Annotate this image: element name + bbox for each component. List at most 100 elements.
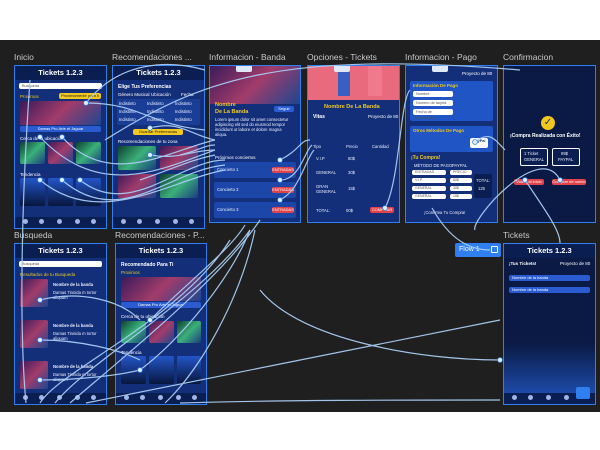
search-icon[interactable] [39,395,44,400]
trend-image[interactable] [20,178,45,206]
card-image[interactable] [20,142,45,164]
grid-icon[interactable] [576,387,590,399]
prototype-canvas[interactable]: Inicio Recomendaciones ... Informacion -… [0,40,600,412]
frame-title-recomendaciones-p[interactable]: Recomendaciones - P... [115,230,205,240]
frame-opciones[interactable]: ↶ Nombre De La Banda Vitas Proyecto de 8… [307,65,400,223]
ticket-icon[interactable] [155,219,160,224]
entradas-button[interactable]: ENTRADAS [272,187,294,193]
name-field[interactable]: Nombre [413,91,453,97]
card-image[interactable] [160,146,198,170]
trend-image[interactable] [76,178,101,206]
frame-title-banda[interactable]: Informacion - Banda [209,52,286,62]
frame-inicio[interactable]: Tickets 1.2.3 Busqueda Proximos Proximam… [14,65,107,229]
home-icon[interactable] [23,219,28,224]
ticket-item[interactable]: Nombre de la banda [509,275,590,281]
card-image[interactable] [76,142,101,164]
option[interactable]: Indistinto [175,109,192,114]
search-icon[interactable] [39,219,44,224]
option[interactable]: Indistinto [147,109,164,114]
frame-recomendaciones[interactable]: Tickets 1.2.3 Elige Tus Preferencias Gén… [112,65,205,229]
entradas-button[interactable]: ENTRADAS [272,167,294,173]
back-arrow-icon[interactable]: ↶ [236,66,252,72]
frame-confirmacion[interactable]: ✓ ¡Compra Realizada con Éxito! 1 Ticket … [503,65,596,223]
result-name[interactable]: Nombre de la banda [53,282,94,287]
trend-image[interactable] [48,178,73,206]
frame-title-inicio[interactable]: Inicio [14,52,34,62]
result-name[interactable]: Nombre de la banda [53,364,94,369]
follow-button[interactable]: Seguir [274,106,294,112]
frame-pago[interactable]: ↶ Proyecto de 80 Información De Pago Nom… [405,65,498,223]
option[interactable]: Indistinto [175,117,192,122]
card-image[interactable] [118,174,156,198]
buy-again-button[interactable]: Comprar de nuevo [552,179,586,185]
trend-image[interactable] [149,356,174,384]
frame-busqueda[interactable]: Tickets 1.2.3 Busqueda Resultados de tu … [14,243,107,405]
user-icon[interactable] [91,219,96,224]
search-input[interactable]: Busqueda [19,83,102,89]
payment-methods[interactable]: Otros Métodos De Pago PayPal [410,126,493,152]
option[interactable]: Indistinto [119,117,136,122]
trend-image[interactable] [177,356,201,384]
frame-title-opciones[interactable]: Opciones - Tickets [307,52,377,62]
result-image[interactable] [20,320,48,348]
back-arrow-icon[interactable]: ↶ [432,66,448,72]
result-name[interactable]: Nombre de la banda [53,323,94,328]
concert-row[interactable]: Concierto 3 ENTRADAS [214,202,296,218]
option[interactable]: Indistinto [147,101,164,106]
ticket-icon[interactable] [158,395,163,400]
home-button[interactable]: Volver al inicio [514,179,544,185]
tab-fecha[interactable]: Fecha [181,92,194,97]
star-icon[interactable] [176,395,181,400]
option[interactable]: Indistinto [119,101,136,106]
frame-title-busqueda[interactable]: Busqueda [14,230,53,240]
save-preferences-button[interactable]: Guardar Preferencias [133,129,183,135]
frame-title-tickets[interactable]: Tickets [503,230,530,240]
search-icon[interactable] [528,395,533,400]
home-icon[interactable] [512,395,517,400]
frame-banda[interactable]: ↶ Nombre De La Banda Seguir Lorem ipsum … [209,65,301,223]
bottom-navbar[interactable] [116,393,206,404]
home-icon[interactable] [23,395,28,400]
frame-title-confirmacion[interactable]: Confirmacion [503,52,554,62]
star-icon[interactable] [75,219,80,224]
back-arrow-icon[interactable]: ↶ [334,66,350,72]
ticket-icon[interactable] [57,219,62,224]
card-image[interactable] [149,321,174,343]
flow-badge[interactable]: Flow 1 [455,243,501,257]
card-image[interactable] [177,321,201,343]
user-icon[interactable] [189,219,194,224]
expiry-field[interactable]: Fecha de vencimiento [413,109,453,120]
ticket-item[interactable]: Nombre de la banda [509,287,590,293]
option[interactable]: Indistinto [119,109,136,114]
concert-row[interactable]: Concierto 1 ENTRADAS [214,162,296,178]
trend-image[interactable] [121,356,146,384]
search-icon[interactable] [140,395,145,400]
home-icon[interactable] [124,395,129,400]
bottom-navbar[interactable] [113,217,204,228]
buy-button[interactable]: COMPRAR [370,207,394,213]
ticket-icon[interactable] [57,395,62,400]
card-image[interactable] [48,142,73,164]
bottom-navbar[interactable] [504,393,595,404]
home-icon[interactable] [121,219,126,224]
entradas-button[interactable]: ENTRADAS [272,207,294,213]
tab-ubicacion[interactable]: Ubicación [151,92,171,97]
frame-tickets[interactable]: Tickets 1.2.3 ¡Tus Tickets! Proyecto de … [503,243,596,405]
star-icon[interactable] [75,395,80,400]
paypal-button[interactable]: PayPal [470,138,488,148]
ticket-icon[interactable] [546,395,551,400]
event-image[interactable] [20,101,101,125]
bottom-navbar[interactable] [15,217,106,228]
card-image[interactable] [160,174,198,198]
frame-title-pago[interactable]: Informacion - Pago [405,52,477,62]
user-icon[interactable] [192,395,197,400]
frame-recomendaciones-para-ti[interactable]: Tickets 1.2.3 Recomendado Para Ti Proxim… [115,243,207,405]
event-image[interactable] [121,277,201,301]
card-number-field[interactable]: Número de tarjeta [413,100,453,106]
concert-row[interactable]: Concierto 2 ENTRADAS [214,182,296,198]
star-icon[interactable] [564,395,569,400]
search-input[interactable]: Busqueda [19,261,102,267]
user-icon[interactable] [91,395,96,400]
confirm-button[interactable]: ¡Confirma Tu Compra! [424,210,466,215]
star-icon[interactable] [173,219,178,224]
